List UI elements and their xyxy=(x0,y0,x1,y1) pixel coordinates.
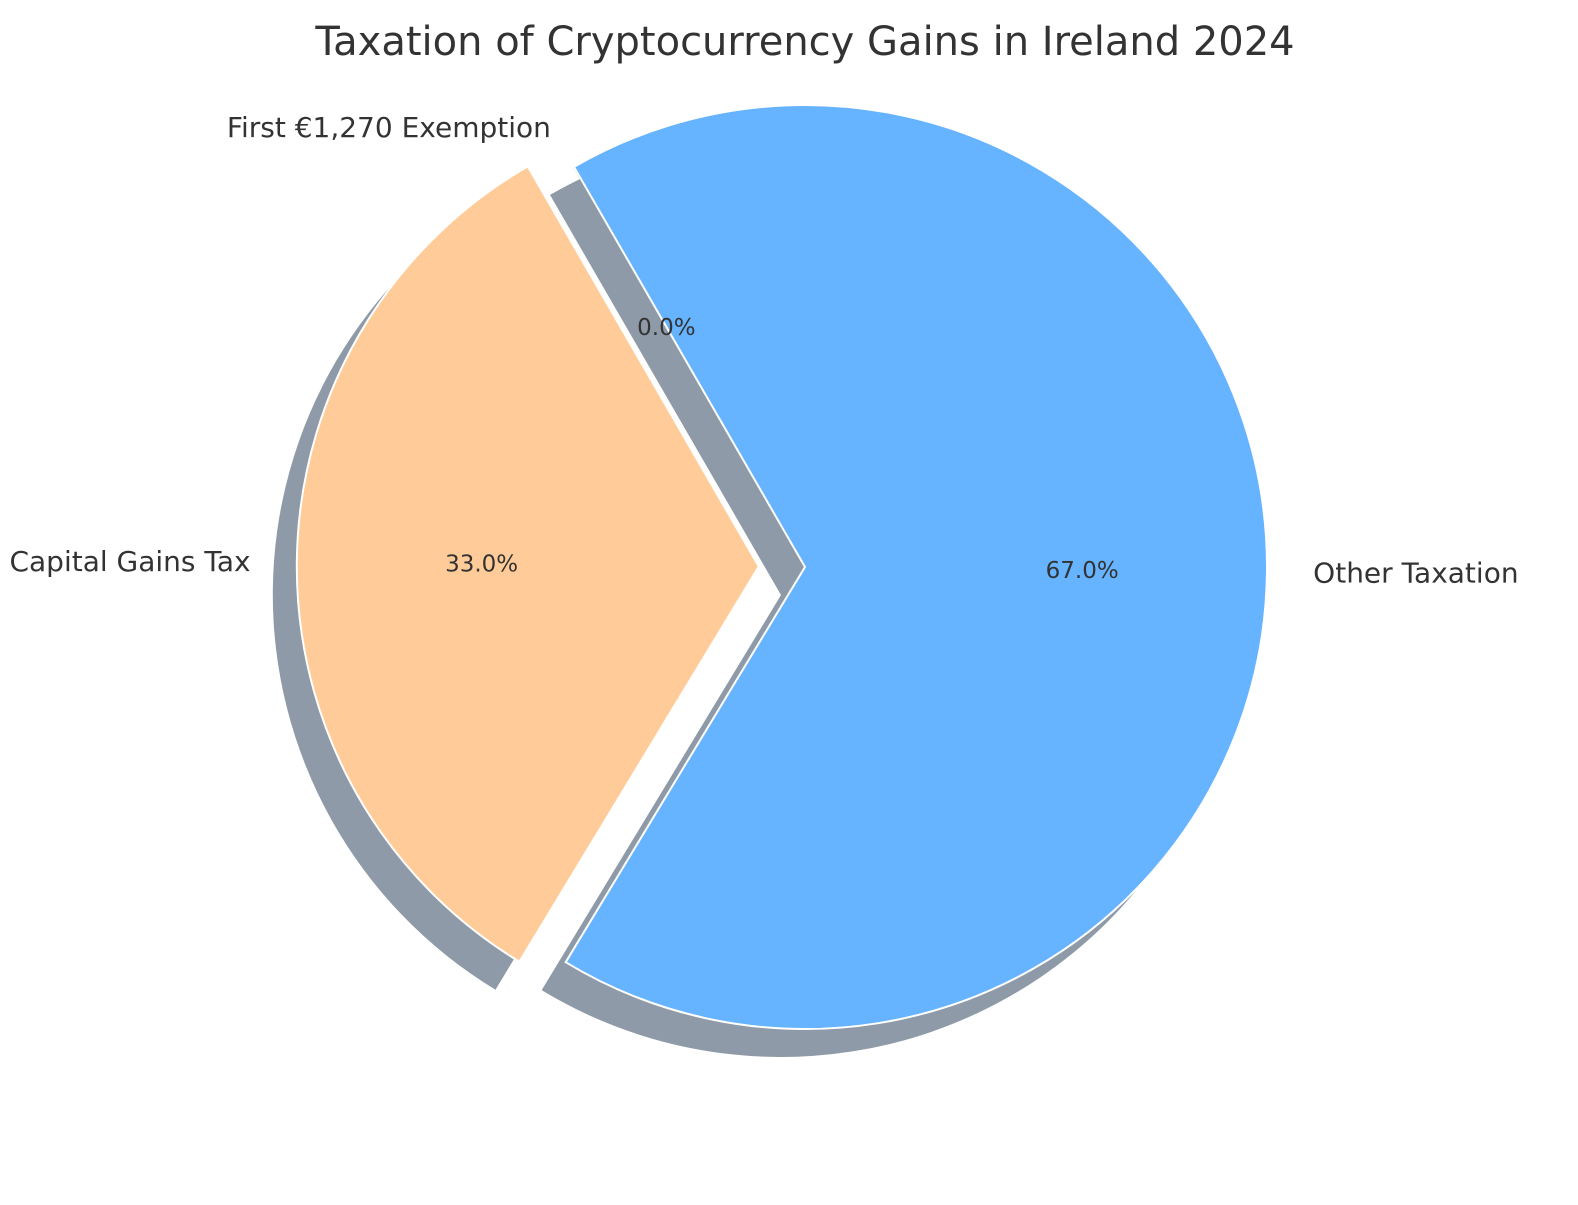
slice-pct-capital-gains-tax: 33.0% xyxy=(445,552,518,578)
label-layer: First €1,270 Exemption 0.0% Capital Gains … xyxy=(9,111,1518,589)
slice-label-other-taxation: Other Taxation xyxy=(1313,556,1518,589)
chart-title: Taxation of Cryptocurrency Gains in Irel… xyxy=(314,19,1294,65)
slice-capital-gains-tax xyxy=(295,165,760,964)
slice-layer xyxy=(295,104,1268,1030)
slice-label-first-1-270-exemption: First €1,270 Exemption xyxy=(227,111,551,144)
slice-pct-other-taxation: 67.0% xyxy=(1046,558,1119,584)
slice-other-taxation xyxy=(564,104,1268,1030)
slice-label-capital-gains-tax: Capital Gains Tax xyxy=(9,545,250,578)
slice-pct-first-1-270-exemption: 0.0% xyxy=(637,315,695,341)
